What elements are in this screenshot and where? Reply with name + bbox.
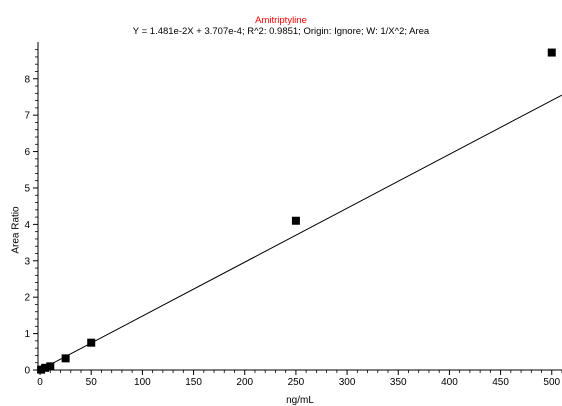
- x-tick-label: 0: [37, 377, 43, 388]
- data-point: [547, 48, 556, 57]
- data-point: [87, 338, 96, 347]
- x-tick-label: 500: [543, 377, 560, 388]
- y-tick-label: 8: [24, 74, 30, 85]
- y-tick-label: 0: [24, 366, 30, 377]
- y-tick-label: 6: [24, 147, 30, 158]
- data-point: [291, 216, 300, 225]
- tick-marks: 0 50 100 150 200 250 300 350 400 450 500 0 1 2 3 4 5 6 7 8: [24, 49, 562, 388]
- x-tick-label: 450: [492, 377, 509, 388]
- x-tick-label: 400: [441, 377, 458, 388]
- data-point: [46, 362, 55, 371]
- fit-line-group: [39, 94, 562, 371]
- x-tick-label: 150: [185, 377, 202, 388]
- axes: [37, 42, 562, 371]
- data-point: [41, 363, 50, 372]
- chart-title: Amitriptyline: [255, 15, 307, 26]
- x-tick-label: 100: [134, 377, 151, 388]
- data-point: [37, 365, 46, 374]
- y-tick-label: 4: [24, 220, 30, 231]
- x-tick-label: 250: [288, 377, 305, 388]
- data-point: [61, 354, 70, 363]
- chart-subtitle: Y = 1.481e-2X + 3.707e-4; R^2: 0.9851; O…: [132, 26, 430, 37]
- data-points: [37, 48, 556, 374]
- y-tick-label: 1: [24, 329, 30, 340]
- y-tick-label: 2: [24, 293, 30, 304]
- x-tick-label: 350: [390, 377, 407, 388]
- x-tick-label: 200: [236, 377, 253, 388]
- x-tick-label: 300: [339, 377, 356, 388]
- y-tick-label: 7: [24, 111, 30, 122]
- x-tick-label: 50: [86, 377, 98, 388]
- y-axis-label: Area Ratio: [10, 206, 22, 254]
- y-tick-label: 5: [24, 183, 30, 194]
- y-tick-label: 3: [24, 256, 30, 267]
- regression-line: [39, 94, 562, 371]
- x-axis-label: ng/mL: [286, 395, 314, 406]
